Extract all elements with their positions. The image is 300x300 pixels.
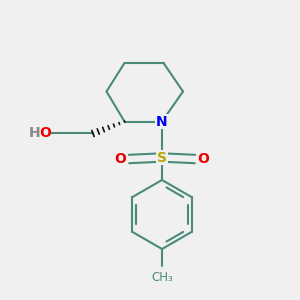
Text: O: O [39,127,51,140]
Text: N: N [156,115,168,128]
Text: H: H [28,127,40,140]
Text: O: O [197,152,209,166]
Text: O: O [115,152,127,166]
Text: CH₃: CH₃ [151,271,173,284]
Text: S: S [157,151,167,164]
